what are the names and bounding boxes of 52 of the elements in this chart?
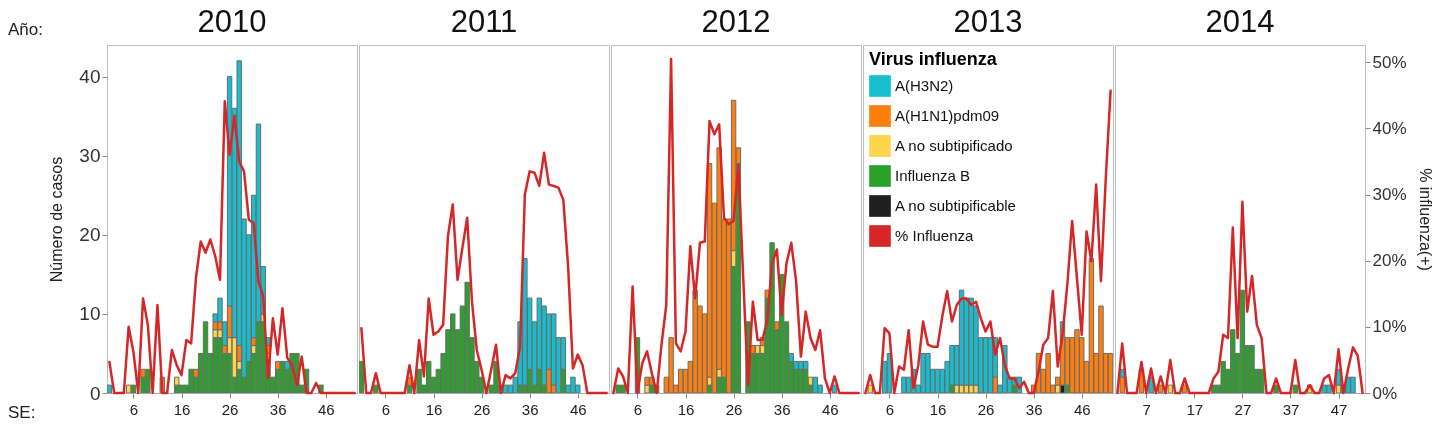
text: SE: — [8, 403, 36, 423]
x-tick-label: 6 — [381, 400, 391, 418]
y-tick-label: 10 — [79, 303, 101, 325]
legend-label: A no subtipificado — [895, 137, 1013, 154]
x-tick-label: 26 — [221, 400, 239, 418]
legend-title: Virus influenza — [869, 49, 998, 69]
x-tick-label: 37 — [1282, 400, 1300, 418]
x-tick-label: 26 — [725, 400, 743, 418]
y-tick-label: 30 — [79, 145, 101, 167]
chart-title: 2011 — [450, 4, 518, 39]
legend-label: A(H3N2) — [895, 77, 954, 94]
legend-label: A(H1N1)pdm09 — [895, 107, 1000, 124]
chart-title: 2014 — [1205, 4, 1275, 39]
x-tick-label: 27 — [1234, 400, 1252, 418]
x-tick-label: 36 — [269, 400, 287, 418]
x-tick-label: 36 — [773, 400, 791, 418]
x-tick-label: 26 — [977, 400, 995, 418]
x-tick-label: 16 — [677, 400, 695, 418]
x-tick-label: 17 — [1186, 400, 1204, 418]
y2-tick-label: 20% — [1372, 251, 1407, 271]
x-tick-label: 6 — [129, 400, 139, 418]
x-tick-label: 46 — [317, 400, 335, 418]
chart-title: 2012 — [701, 4, 771, 39]
legend-label: Influenza B — [895, 167, 971, 184]
x-tick-label: 6 — [885, 400, 895, 418]
legend-label: A no subtipificable — [895, 197, 1016, 214]
y2-tick-label: 0% — [1372, 383, 1398, 403]
x-tick-label: 7 — [1142, 400, 1151, 418]
y-tick-label: 20 — [79, 224, 101, 246]
x-tick-label: 16 — [173, 400, 191, 418]
y2-tick-label: 10% — [1372, 317, 1407, 337]
chart-title: 2010 — [197, 4, 267, 39]
y2-axis-title: % influenza(+) — [1416, 168, 1434, 271]
y2-tick-label: 50% — [1372, 52, 1407, 72]
x-tick-label: 46 — [821, 400, 839, 418]
chart-title: 2013 — [953, 4, 1023, 39]
x-tick-label: 16 — [425, 400, 443, 418]
x-tick-label: 36 — [521, 400, 539, 418]
x-tick-label: 46 — [1073, 400, 1091, 418]
x-tick-label: 47 — [1330, 400, 1348, 418]
y-tick-label: 40 — [79, 66, 101, 88]
text: Año: — [8, 20, 43, 40]
x-tick-label: 46 — [569, 400, 587, 418]
y-axis-title: Número de casos — [48, 156, 66, 283]
x-tick-label: 6 — [633, 400, 643, 418]
y2-tick-label: 40% — [1372, 118, 1407, 138]
y-tick-label: 0 — [89, 382, 101, 404]
legend-label: % Influenza — [895, 227, 975, 244]
x-tick-label: 26 — [473, 400, 491, 418]
x-tick-label: 36 — [1025, 400, 1043, 418]
x-tick-label: 16 — [929, 400, 947, 418]
y2-tick-label: 30% — [1372, 185, 1407, 205]
